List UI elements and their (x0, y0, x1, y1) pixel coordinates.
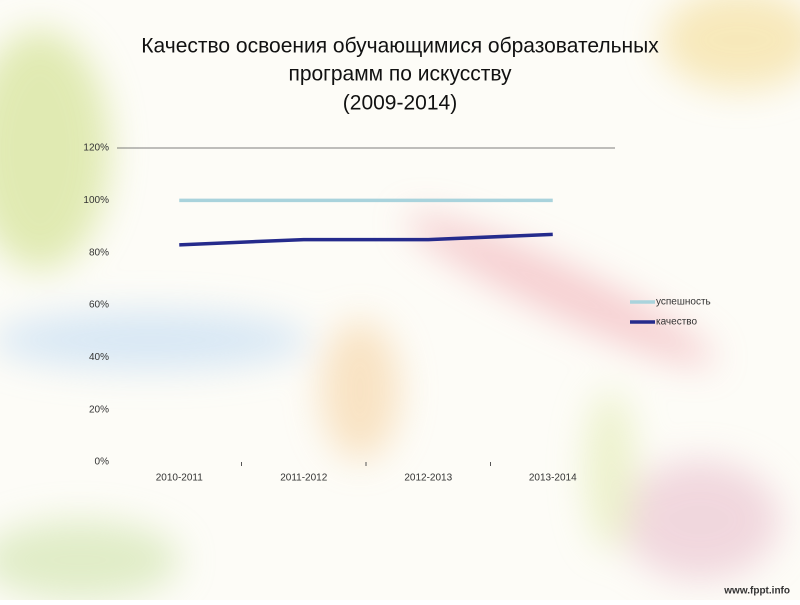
chart-title: программ по искусству (288, 63, 512, 86)
x-tick-label: 2013-2014 (529, 473, 577, 484)
y-tick-label: 40% (89, 352, 109, 363)
chart-title: Качество освоения обучающимися образоват… (141, 35, 659, 58)
y-tick-label: 60% (89, 300, 109, 311)
legend-label: успешность (656, 297, 711, 308)
x-tick-label: 2010-2011 (156, 473, 204, 484)
y-tick-label: 120% (83, 143, 109, 154)
y-tick-label: 100% (83, 195, 109, 206)
y-tick-label: 20% (89, 404, 109, 415)
x-tick-label: 2012-2013 (404, 473, 452, 484)
y-tick-label: 80% (89, 247, 109, 258)
chart-title: (2009-2014) (343, 92, 457, 115)
footer: www.fppt.info (723, 586, 790, 597)
legend-label: качество (656, 317, 697, 328)
series-line (179, 232, 553, 247)
y-tick-label: 0% (95, 457, 110, 468)
x-tick-label: 2011-2012 (280, 473, 328, 484)
